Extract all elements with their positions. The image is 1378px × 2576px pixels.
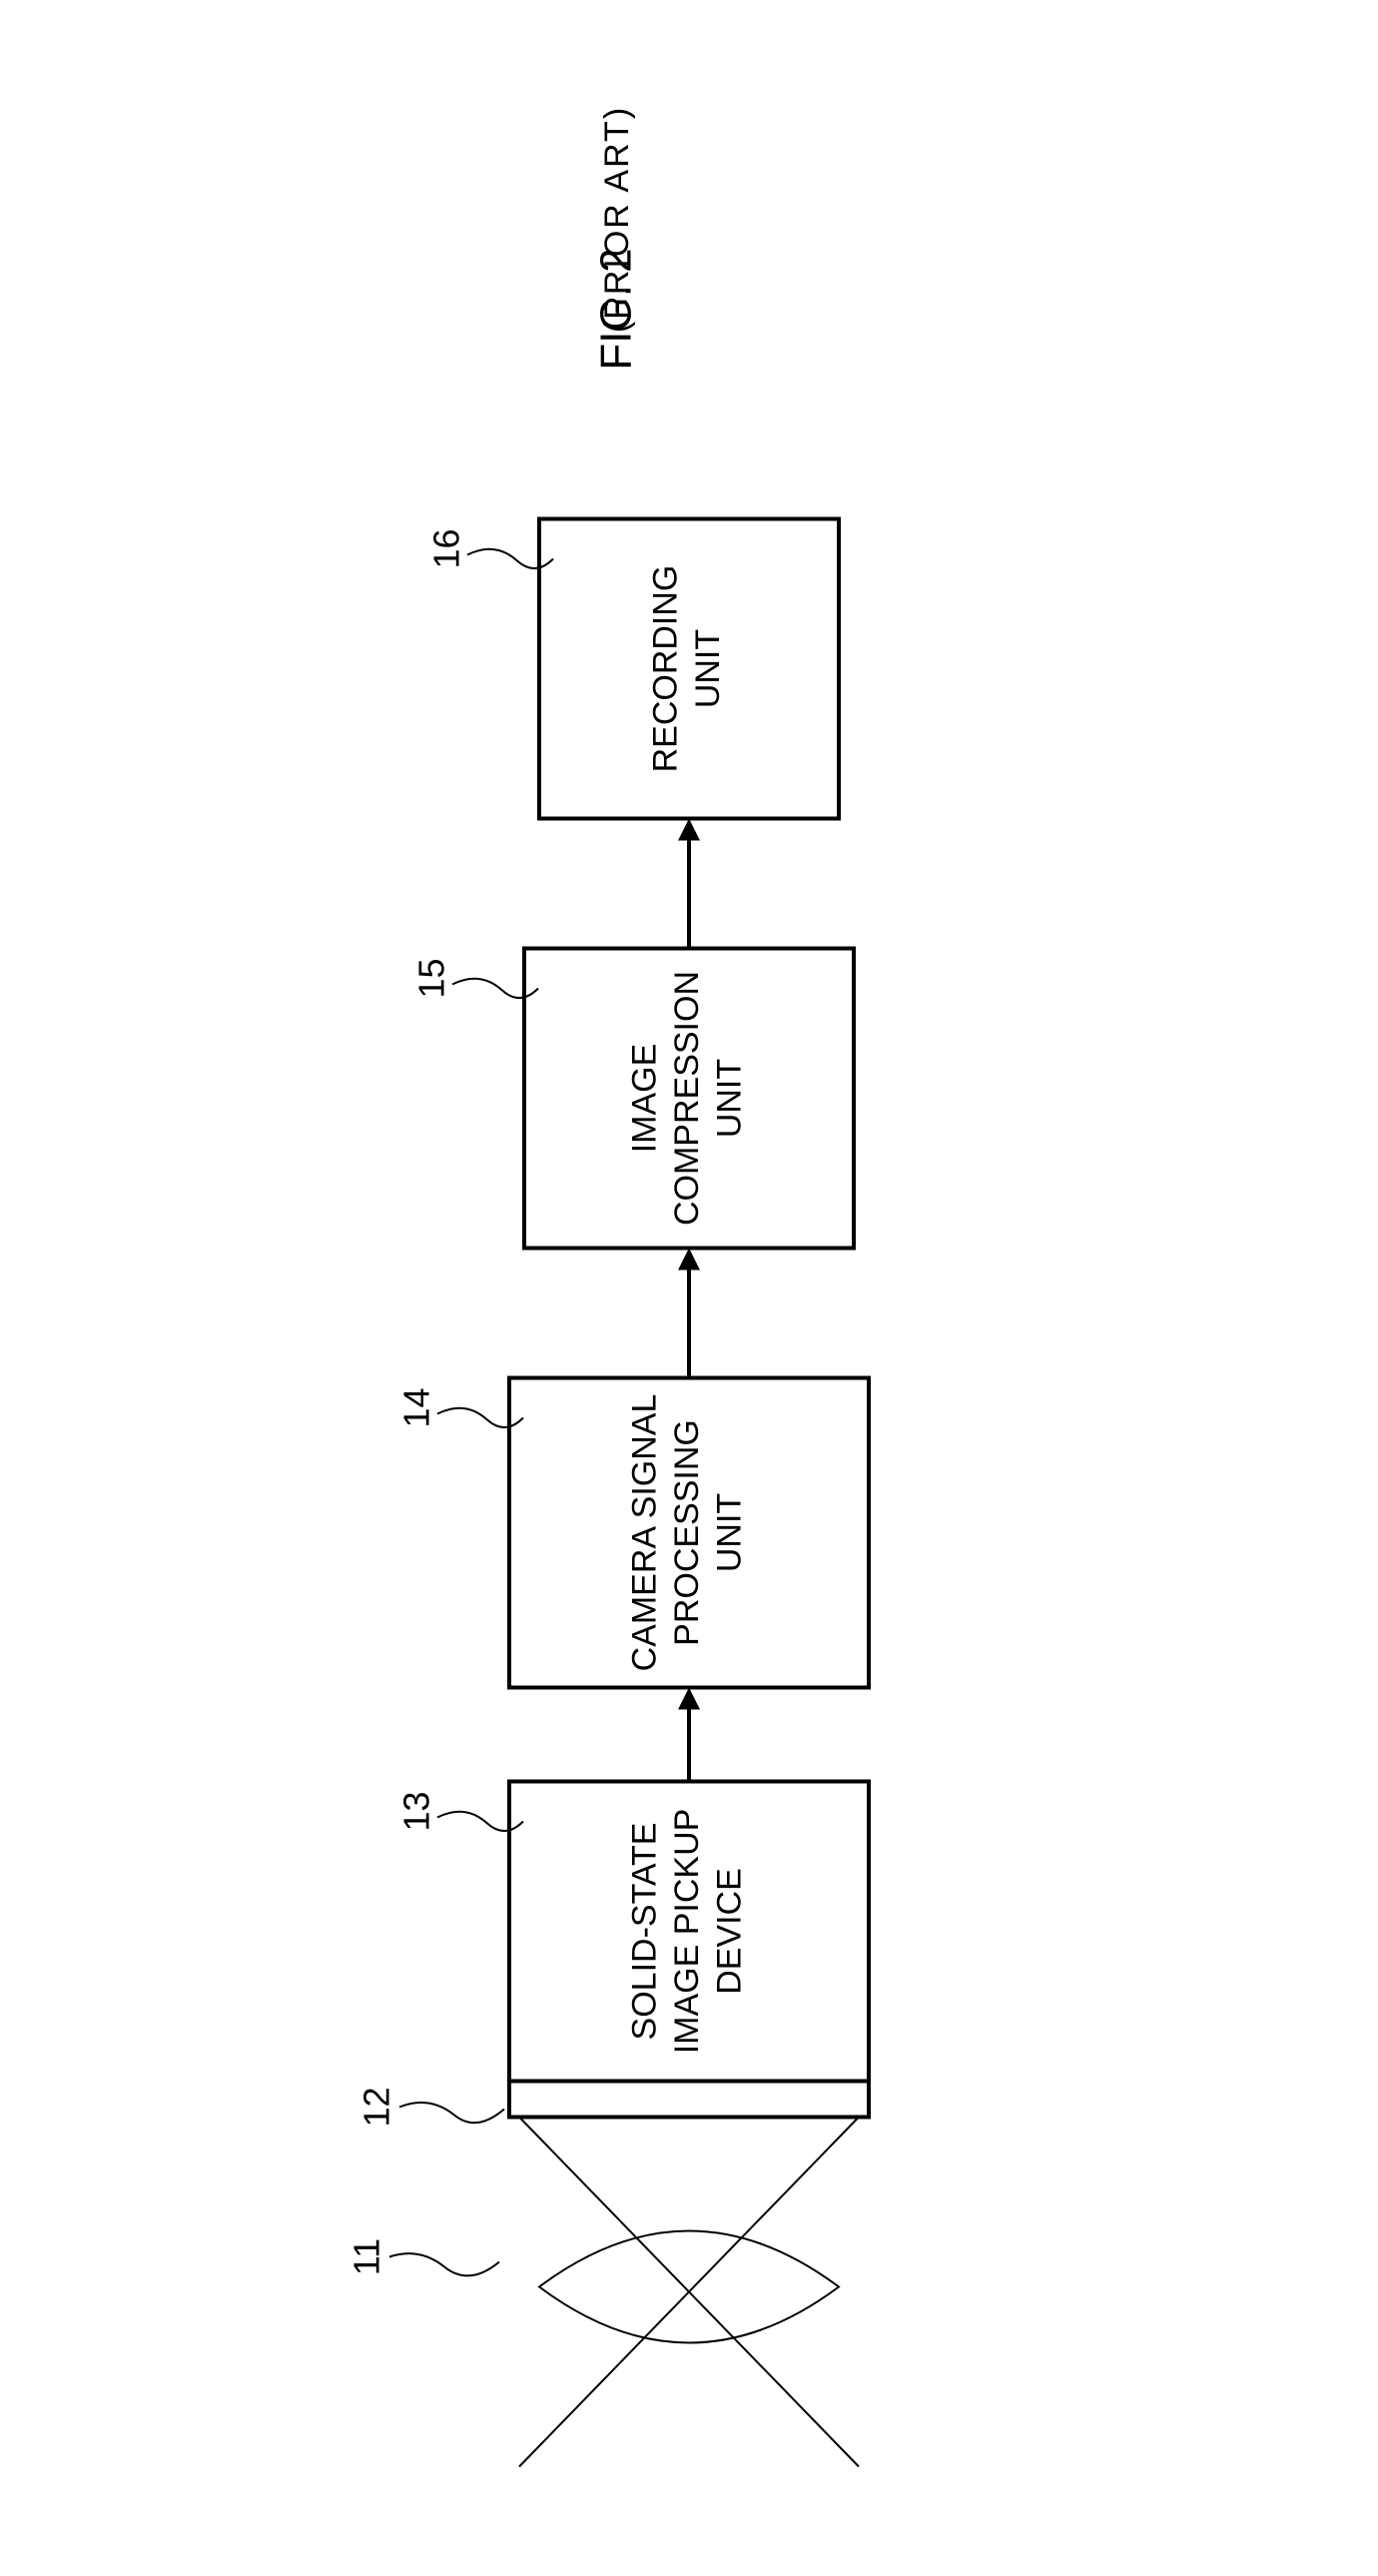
svg-text:FIG. 2: FIG. 2 bbox=[592, 248, 641, 370]
svg-text:UNIT: UNIT bbox=[689, 629, 727, 708]
svg-text:PROCESSING: PROCESSING bbox=[668, 1419, 706, 1646]
svg-text:UNIT: UNIT bbox=[710, 1493, 748, 1572]
svg-text:CAMERA SIGNAL: CAMERA SIGNAL bbox=[625, 1394, 663, 1672]
svg-text:14: 14 bbox=[396, 1387, 437, 1427]
svg-text:13: 13 bbox=[396, 1791, 437, 1831]
svg-text:16: 16 bbox=[426, 528, 467, 568]
svg-text:RECORDING: RECORDING bbox=[647, 565, 685, 773]
svg-text:11: 11 bbox=[346, 2238, 387, 2275]
svg-text:SOLID-STATE: SOLID-STATE bbox=[625, 1823, 663, 2041]
svg-text:UNIT: UNIT bbox=[710, 1059, 748, 1138]
svg-text:DEVICE: DEVICE bbox=[710, 1868, 748, 1995]
svg-text:IMAGE PICKUP: IMAGE PICKUP bbox=[668, 1809, 706, 2055]
svg-text:15: 15 bbox=[411, 958, 452, 998]
svg-text:COMPRESSION: COMPRESSION bbox=[668, 971, 706, 1226]
svg-text:IMAGE: IMAGE bbox=[625, 1044, 663, 1154]
svg-text:12: 12 bbox=[356, 2087, 397, 2127]
